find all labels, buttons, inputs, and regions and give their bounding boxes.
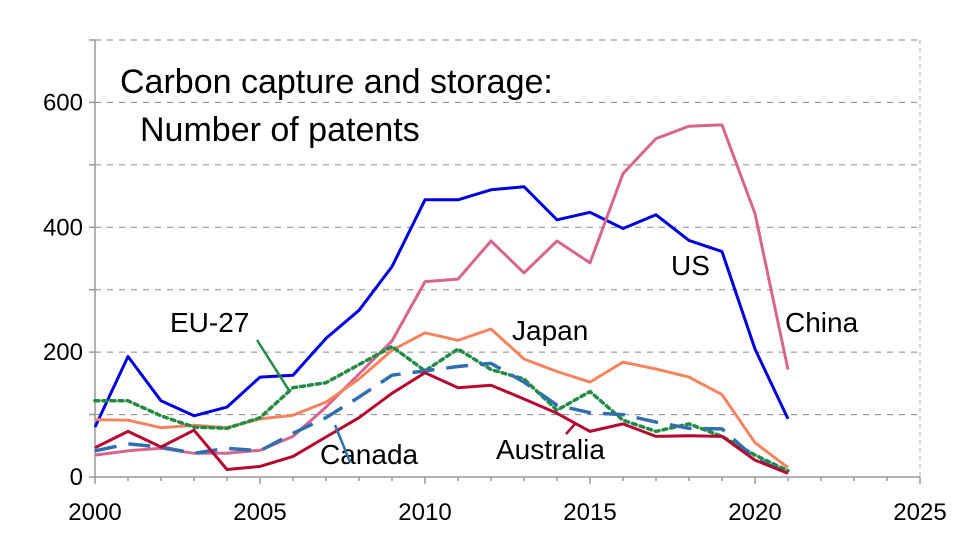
series-line-japan (94, 327, 789, 469)
series-label-australia: Australia (496, 434, 605, 465)
y-tick-label: 0 (70, 464, 83, 491)
australia-leader-line (565, 423, 576, 435)
x-tick-label: 2020 (728, 499, 781, 526)
axes (89, 39, 921, 484)
x-tick-label: 2010 (398, 499, 451, 526)
series-lines (93, 123, 790, 476)
x-tick-label: 2025 (893, 499, 946, 526)
y-tick-labels: 0 200 400 600 (43, 89, 83, 491)
series-label-canada: Canada (320, 439, 419, 470)
x-tick-label: 2005 (233, 499, 286, 526)
x-tick-label: 2015 (563, 499, 616, 526)
x-tick-label: 2000 (68, 499, 121, 526)
series-label-china: China (785, 307, 859, 338)
grid (95, 39, 921, 477)
series-line-australia (94, 371, 789, 475)
series-line-china (94, 123, 790, 457)
series-line-us (93, 185, 790, 428)
y-tick-label: 200 (43, 339, 83, 366)
y-tick-label: 400 (43, 214, 83, 241)
series-label-eu27: EU-27 (170, 307, 249, 338)
chart-title-line1: Carbon capture and storage: (120, 63, 553, 101)
series-line-eu27 (93, 344, 790, 473)
eu27-leader-line (255, 339, 292, 393)
x-tick-labels: 2000 2005 2010 2015 2020 2025 (68, 499, 946, 526)
series-label-japan: Japan (512, 315, 588, 346)
y-tick-label: 600 (43, 89, 83, 116)
chart-title-line2: Number of patents (140, 111, 420, 149)
series-label-us: US (671, 250, 710, 281)
canada-leader-line (333, 424, 352, 463)
series-labels: US China Japan EU-27 Canada Australia (170, 250, 859, 470)
